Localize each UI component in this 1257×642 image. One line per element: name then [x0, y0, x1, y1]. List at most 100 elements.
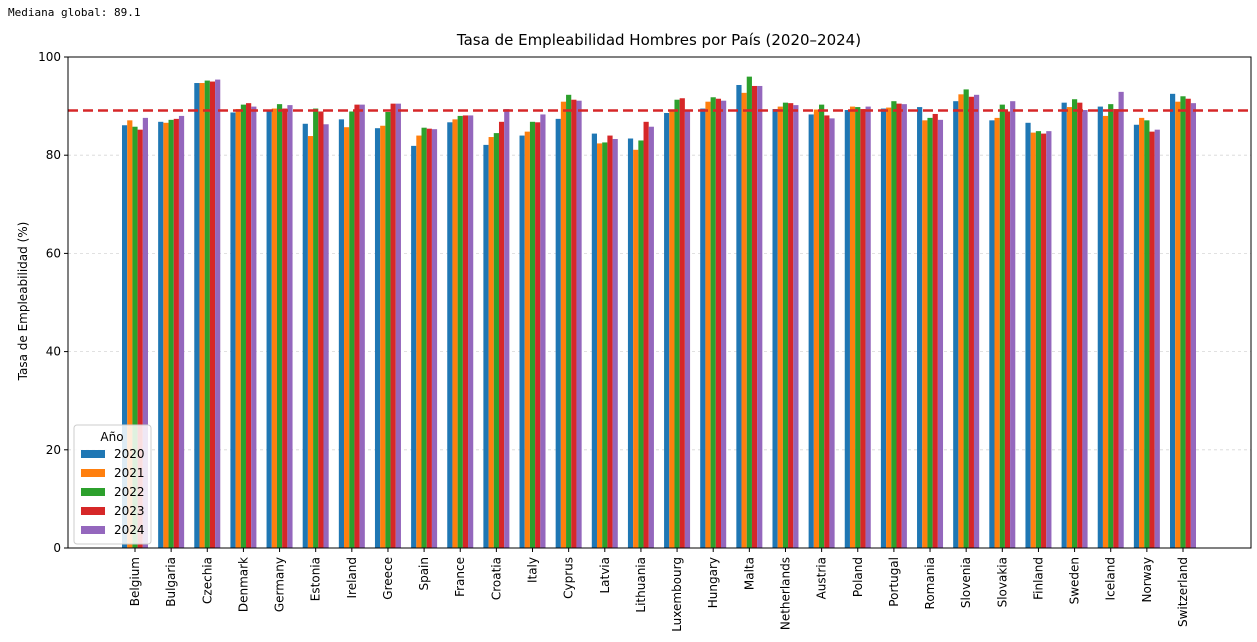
bar-lithuania-2020 [627, 138, 634, 549]
bar-slovakia-2020 [989, 120, 995, 549]
bar-latvia-2022 [602, 142, 608, 548]
x-tick-label: Bulgaria [164, 557, 178, 607]
bar-denmark-2023 [246, 103, 252, 549]
bar-malta-2020 [736, 84, 742, 548]
x-tick-label: Germany [273, 557, 287, 612]
bar-romania-2020 [917, 107, 923, 548]
bar-france-2021 [452, 119, 458, 549]
bar-poland-2021 [849, 106, 856, 548]
bar-norway-2022 [1144, 120, 1150, 549]
bar-czechia-2020 [194, 83, 200, 548]
bar-poland-2024 [865, 106, 871, 548]
bar-lithuania-2024 [648, 126, 654, 549]
bar-luxembourg-2021 [669, 110, 675, 548]
bar-finland-2021 [1030, 132, 1036, 548]
x-tick-label: Latvia [598, 557, 612, 594]
bar-portugal-2022 [891, 101, 897, 548]
bar-spain-2024 [431, 129, 438, 548]
bar-slovakia-2024 [1010, 101, 1016, 548]
bar-austria-2022 [819, 104, 825, 548]
bar-lithuania-2022 [638, 140, 644, 548]
bar-sweden-2020 [1061, 102, 1067, 549]
bar-iceland-2022 [1108, 104, 1114, 549]
bar-finland-2023 [1041, 133, 1047, 548]
bar-czechia-2024 [215, 79, 221, 548]
x-tick-label: Sweden [1068, 557, 1082, 604]
bar-germany-2022 [276, 104, 283, 549]
bar-luxembourg-2024 [684, 109, 691, 549]
bar-hungary-2024 [721, 100, 727, 548]
x-tick-label: France [453, 557, 467, 597]
legend-swatch-2023 [81, 507, 105, 515]
x-tick-label: Denmark [236, 557, 250, 612]
bar-latvia-2020 [591, 133, 597, 548]
x-tick-label: Greece [381, 557, 395, 600]
bar-germany-2021 [271, 108, 277, 549]
bar-denmark-2020 [230, 112, 236, 548]
bar-iceland-2020 [1097, 106, 1103, 548]
bar-croatia-2023 [498, 121, 505, 548]
bar-belgium-2021 [127, 120, 133, 549]
x-tick-label: Austria [815, 557, 829, 599]
bar-czechia-2022 [204, 80, 210, 549]
bar-croatia-2020 [483, 144, 489, 548]
bar-france-2022 [457, 115, 463, 549]
bar-slovenia-2021 [958, 94, 964, 548]
bar-malta-2024 [757, 85, 763, 549]
x-tick-label: Poland [851, 557, 865, 597]
legend-label-2020: 2020 [114, 447, 145, 461]
bar-latvia-2021 [596, 143, 603, 548]
x-tick-label: Slovenia [959, 557, 973, 608]
bar-slovenia-2024 [973, 94, 980, 548]
bar-spain-2022 [421, 127, 427, 548]
bar-estonia-2020 [302, 123, 308, 548]
bar-netherlands-2024 [793, 105, 799, 549]
legend-swatch-2024 [81, 526, 105, 534]
y-tick-label: 100 [38, 50, 61, 64]
x-tick-label: Ireland [345, 557, 359, 599]
bar-belgium-2020 [122, 125, 128, 549]
bar-malta-2023 [751, 85, 758, 549]
bar-malta-2021 [741, 92, 747, 548]
bar-luxembourg-2023 [679, 98, 685, 548]
bar-austria-2020 [808, 114, 814, 549]
bar-czechia-2021 [199, 83, 205, 548]
chart-title: Tasa de Empleabilidad Hombres por País (… [456, 31, 861, 49]
x-tick-label: Lithuania [634, 557, 648, 613]
bar-italy-2023 [535, 122, 541, 548]
bar-lithuania-2023 [643, 121, 649, 548]
bar-netherlands-2022 [782, 102, 789, 549]
bar-italy-2020 [519, 135, 525, 548]
bar-hungary-2022 [710, 97, 716, 549]
bar-greece-2022 [385, 111, 391, 548]
bar-slovenia-2020 [953, 101, 959, 548]
bar-switzerland-2023 [1185, 98, 1191, 549]
bar-bulgaria-2022 [168, 119, 174, 549]
bar-greece-2023 [390, 103, 396, 549]
bar-cyprus-2023 [571, 99, 577, 548]
legend-title: Año [100, 430, 123, 444]
legend-label-2021: 2021 [114, 466, 145, 480]
x-tick-label: Czechia [200, 557, 214, 604]
bars [122, 76, 1196, 549]
bar-spain-2023 [426, 128, 432, 548]
bar-bulgaria-2023 [173, 118, 179, 548]
bar-iceland-2023 [1113, 109, 1119, 549]
bar-italy-2022 [529, 121, 536, 548]
bar-netherlands-2020 [772, 109, 778, 549]
bar-italy-2021 [524, 131, 530, 548]
bar-croatia-2024 [504, 109, 510, 549]
bar-croatia-2021 [488, 137, 494, 548]
legend-label-2022: 2022 [114, 485, 145, 499]
bar-norway-2020 [1133, 124, 1140, 549]
bar-france-2020 [447, 122, 453, 548]
bar-czechia-2023 [209, 81, 216, 549]
legend-label-2024: 2024 [114, 523, 145, 537]
legend-swatch-2020 [81, 450, 105, 458]
y-tick-label: 0 [53, 541, 61, 555]
bar-switzerland-2020 [1170, 93, 1176, 548]
bar-hungary-2020 [700, 108, 706, 549]
bar-luxembourg-2020 [664, 112, 670, 548]
legend-swatch-2022 [81, 488, 105, 496]
